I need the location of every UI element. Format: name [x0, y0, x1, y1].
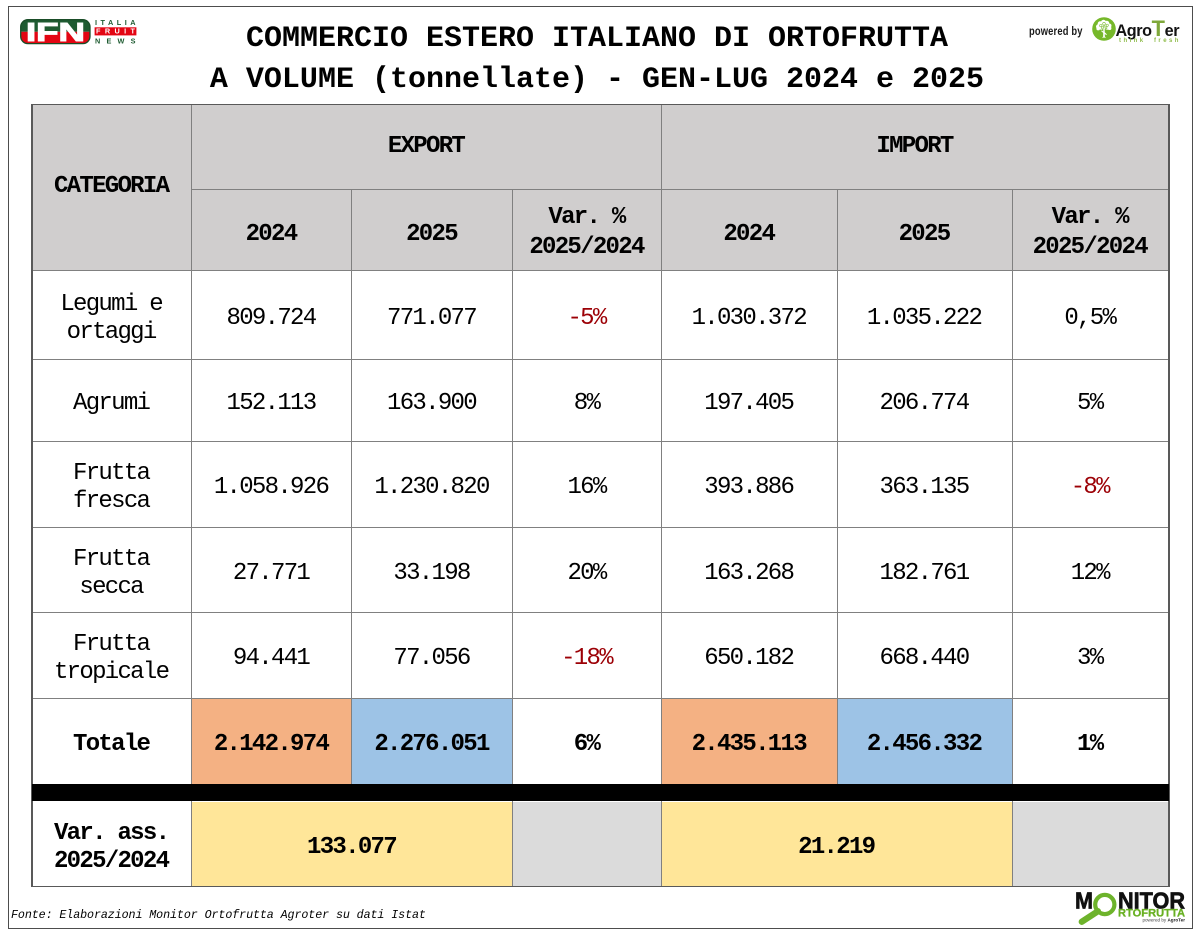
svg-text:M: M — [1075, 887, 1093, 913]
svg-text:RTOFRUTTA: RTOFRUTTA — [1118, 907, 1185, 919]
svg-text:FRUIT: FRUIT — [96, 27, 136, 36]
svg-text:NITOR: NITOR — [1118, 887, 1185, 913]
svg-text:NEWS: NEWS — [95, 37, 136, 46]
svg-text:powered by AgroTer: powered by AgroTer — [1142, 917, 1185, 922]
svg-text:IFN: IFN — [26, 19, 85, 47]
